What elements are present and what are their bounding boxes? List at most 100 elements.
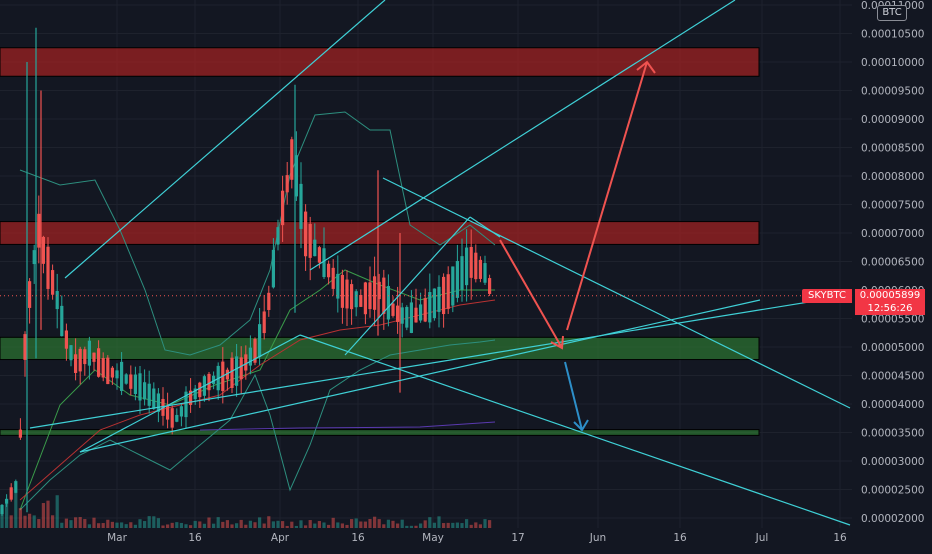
volume-bar	[189, 525, 193, 528]
candle-body	[432, 288, 436, 319]
volume-bar	[83, 519, 87, 528]
volume-bar	[0, 508, 4, 528]
candle-body	[258, 324, 262, 358]
volume-bar	[313, 523, 317, 528]
candle-body	[359, 294, 363, 307]
volume-bar	[442, 523, 446, 528]
candle-body	[64, 330, 68, 349]
candle-body	[373, 276, 377, 310]
candle-body	[368, 282, 372, 310]
candle-body	[9, 487, 13, 500]
volume-bar	[400, 519, 404, 528]
volume-bar	[51, 515, 55, 528]
candle-body	[175, 414, 179, 422]
volume-bar	[340, 523, 344, 528]
candle-body	[83, 349, 87, 365]
volume-bar	[405, 525, 409, 528]
candle-body	[488, 278, 492, 294]
candle-body	[304, 211, 308, 257]
volume-bar	[414, 525, 418, 528]
price-axis-label: 0.00010000	[861, 57, 924, 69]
volume-bar	[290, 521, 294, 528]
time-axis-label: 16	[188, 532, 202, 544]
volume-bar	[60, 522, 64, 528]
long-moving-average-line	[199, 421, 496, 431]
volume-bar	[363, 521, 367, 528]
candle-body	[313, 239, 317, 257]
candle-body	[294, 155, 298, 197]
candle-body	[106, 357, 110, 385]
candle-body	[166, 405, 170, 420]
volume-bar	[322, 522, 326, 528]
volume-bar	[193, 520, 197, 528]
price-axis-label: 0.00004000	[861, 399, 924, 411]
volume-bar	[225, 520, 229, 528]
candle-body	[244, 354, 248, 371]
price-axis-label: 0.00010500	[861, 29, 924, 41]
time-axis: Mar 16 Apr 16 May 17 Jun 16 Jul 16	[107, 532, 847, 544]
candle-body	[51, 270, 55, 295]
price-axis-label: 0.00009500	[861, 86, 924, 98]
volume-bar	[308, 520, 312, 528]
candle-body	[97, 348, 101, 377]
time-axis-label: May	[422, 532, 444, 544]
volume-bar	[101, 523, 105, 528]
volume-bar	[483, 519, 487, 528]
last-price-symbol-label: SKYBTC	[802, 289, 852, 303]
candle-body	[189, 390, 193, 405]
volume-bar	[419, 523, 423, 528]
volume-bar	[423, 520, 427, 528]
support-zone-3	[0, 336, 760, 361]
volume-bar	[115, 522, 119, 528]
candle-body	[419, 304, 423, 321]
candle-body	[350, 284, 354, 310]
candle-body	[60, 305, 64, 337]
arrow-down-to-support	[499, 239, 563, 349]
volume-bar	[156, 518, 160, 528]
price-axis-label: 0.00006500	[861, 257, 924, 269]
price-axis-label: 0.00007000	[861, 228, 924, 240]
arrow-head-resistance	[636, 60, 656, 74]
candle-body	[46, 246, 50, 289]
volume-bar	[28, 513, 32, 528]
time-axis-label: 17	[511, 532, 524, 544]
candle-body	[483, 263, 487, 283]
candle-body	[451, 266, 455, 306]
candle-body	[455, 261, 459, 298]
volume-bar	[382, 524, 386, 528]
volume-bar	[23, 515, 27, 528]
trend-line-8	[469, 216, 501, 238]
volume-bar	[152, 516, 156, 528]
candle-body	[115, 370, 119, 379]
volume-bar	[437, 516, 441, 528]
candle-body	[308, 223, 312, 258]
volume-bar	[37, 519, 41, 528]
support-zone-4	[0, 429, 760, 436]
trend-lines	[29, 0, 853, 526]
candle-body	[18, 429, 22, 438]
volume-bar	[428, 517, 432, 528]
candle-body	[14, 481, 18, 493]
volume-bar	[230, 524, 234, 528]
trend-line-7	[344, 216, 471, 356]
volume-bar	[446, 522, 450, 528]
candle-body	[437, 286, 441, 312]
trend-line-1	[64, 0, 386, 279]
volume-bar	[350, 519, 354, 528]
candle-body	[446, 274, 450, 309]
volume-bar	[478, 524, 482, 528]
candle-body	[281, 190, 285, 226]
candle-body	[37, 213, 41, 248]
currency-badge[interactable]: BTC	[877, 5, 907, 21]
trend-line-5	[309, 0, 736, 271]
candle-body	[133, 374, 137, 395]
candle-body	[78, 348, 82, 372]
volume-bar	[368, 518, 372, 528]
candle-body	[382, 277, 386, 314]
price-axis: 0.000110000.000105000.000100000.00009500…	[861, 0, 924, 525]
trend-line-2	[79, 334, 301, 453]
volume-bar	[18, 508, 22, 528]
candle-body	[317, 247, 321, 263]
